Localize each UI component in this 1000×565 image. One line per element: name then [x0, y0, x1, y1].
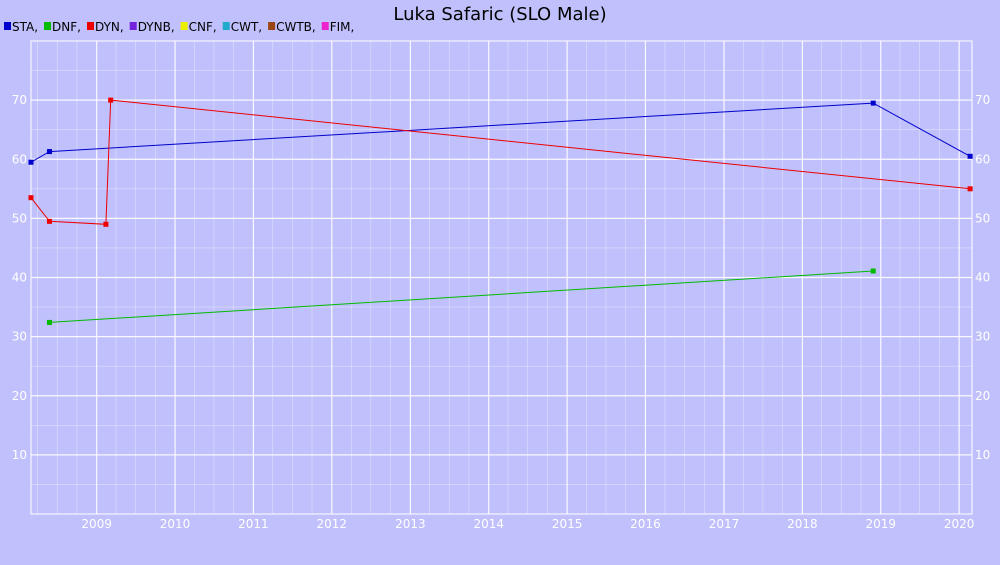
legend-label-0: STA,	[12, 20, 38, 34]
legend-label-7: FIM,	[330, 20, 355, 34]
y-tick-label-right: 60	[975, 152, 990, 166]
data-point-dyn	[108, 97, 114, 103]
series-layer	[28, 97, 973, 325]
grid	[31, 41, 972, 514]
data-point-dyn	[967, 186, 973, 192]
x-tick-label: 2017	[709, 517, 740, 531]
x-axis-ticks: 2009 2010 2011 2012 2013 2014 2015 2016 2017 2018…	[81, 517, 974, 531]
legend-label-3: DYNB,	[138, 20, 175, 34]
x-tick-label: 2014	[473, 517, 504, 531]
y-tick-label-right: 70	[975, 93, 990, 107]
x-tick-label: 2016	[630, 517, 661, 531]
y-tick-label-left: 20	[12, 389, 27, 403]
y-tick-label-left: 50	[12, 211, 27, 225]
data-point-dyn	[103, 221, 109, 227]
legend-swatch-5	[222, 22, 230, 30]
legend-label-2: DYN,	[95, 20, 124, 34]
legend-swatch-1	[44, 22, 52, 30]
legend: STA, DNF, DYN, DYNB, CNF, CWT, CWTB, FIM,	[4, 20, 354, 34]
legend-swatch-7	[321, 22, 329, 30]
series-line-sta	[30, 102, 971, 163]
data-point-sta	[28, 159, 34, 165]
data-point-dyn	[28, 195, 34, 201]
y-tick-label-left: 10	[12, 448, 27, 462]
data-point-sta	[870, 100, 876, 106]
y-tick-label-right: 50	[975, 211, 990, 225]
data-point-sta	[967, 153, 973, 159]
legend-label-4: CNF,	[189, 20, 217, 34]
x-tick-label: 2020	[944, 517, 975, 531]
data-point-dnf	[870, 268, 876, 274]
data-point-sta	[46, 149, 52, 155]
legend-swatch-6	[268, 22, 276, 30]
y-tick-label-right: 20	[975, 389, 990, 403]
x-tick-label: 2010	[160, 517, 191, 531]
y-tick-label-right: 40	[975, 271, 990, 285]
y-tick-label-left: 40	[12, 271, 27, 285]
x-tick-label: 2012	[317, 517, 348, 531]
y-tick-label-left: 60	[12, 152, 27, 166]
legend-swatch-3	[129, 22, 137, 30]
x-tick-label: 2015	[552, 517, 583, 531]
legend-label-6: CWTB,	[276, 20, 316, 34]
y-tick-label-right: 30	[975, 330, 990, 344]
legend-label-1: DNF,	[52, 20, 81, 34]
data-point-dnf	[46, 319, 52, 325]
legend-swatch-2	[86, 22, 94, 30]
y-tick-label-left: 30	[12, 330, 27, 344]
x-tick-label: 2018	[787, 517, 818, 531]
y-axis-ticks: 10 10 20 20 30 30 40 40 50 50 60 60 70 70	[12, 93, 991, 462]
data-point-dyn	[46, 218, 52, 224]
series-line-dnf	[49, 270, 874, 323]
x-tick-label: 2009	[81, 517, 112, 531]
legend-swatch-4	[180, 22, 188, 30]
y-tick-label-left: 70	[12, 93, 27, 107]
x-tick-label: 2019	[865, 517, 896, 531]
y-tick-label-right: 10	[975, 448, 990, 462]
x-tick-label: 2011	[238, 517, 269, 531]
x-tick-label: 2013	[395, 517, 426, 531]
chart-title: Luka Safaric (SLO Male)	[393, 4, 606, 25]
legend-label-5: CWT,	[231, 20, 262, 34]
legend-swatch-0	[4, 22, 11, 30]
